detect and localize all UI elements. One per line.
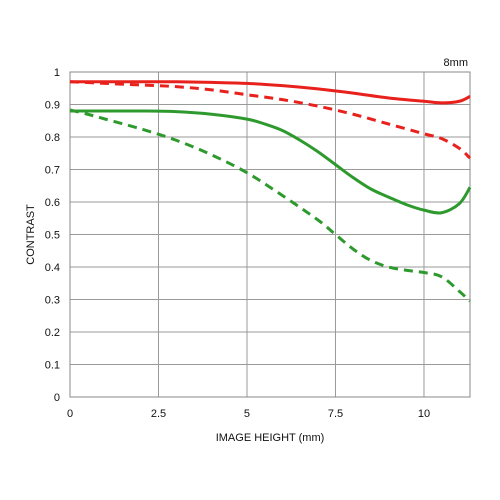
green-dashed-line [69, 108, 472, 303]
y-tick-label: 0.6 [45, 197, 60, 209]
series-layer [69, 80, 472, 303]
y-tick-label: 0.5 [45, 230, 60, 242]
y-tick-label: 0.4 [45, 262, 60, 274]
red-dashed-line [69, 80, 472, 160]
y-tick-label: 0.1 [45, 360, 60, 372]
y-tick-label: 0.9 [45, 100, 60, 112]
x-tick-label: 5 [244, 408, 250, 420]
y-tick-labels: 0 0.1 0.2 0.3 0.4 0.5 0.6 0.7 0.8 0.9 1 [45, 67, 60, 404]
y-tick-label: 1 [54, 67, 60, 79]
plot-frame [69, 71, 471, 398]
green-solid-line [70, 109, 472, 215]
x-tick-label: 10 [418, 408, 430, 420]
x-tick-labels: 0 2.5 5 7.5 10 [67, 408, 430, 420]
red-solid-line [70, 80, 471, 105]
y-tick-label: 0.8 [45, 132, 60, 144]
y-tick-label: 0.7 [45, 165, 60, 177]
y-axis-label: CONTRAST [25, 204, 37, 265]
focal-length-annotation: 8mm [444, 57, 468, 69]
y-tick-label: 0.2 [45, 327, 60, 339]
x-tick-label: 0 [67, 408, 73, 420]
x-axis-label: IMAGE HEIGHT (mm) [216, 432, 325, 444]
y-tick-label: 0.3 [45, 295, 60, 307]
y-tick-label: 0 [54, 392, 60, 404]
x-tick-label: 2.5 [151, 408, 166, 420]
x-tick-label: 7.5 [328, 408, 343, 420]
